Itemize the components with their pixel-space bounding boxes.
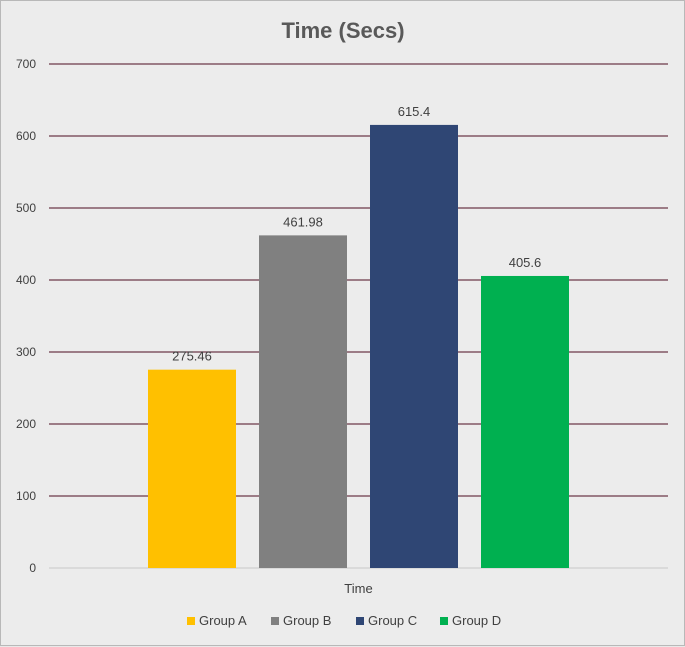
data-label: 275.46 xyxy=(172,349,212,364)
bar-group-b xyxy=(259,235,347,569)
legend-label: Group C xyxy=(368,613,417,628)
y-tick-label: 300 xyxy=(16,345,36,359)
legend-label: Group A xyxy=(199,613,247,628)
x-axis-categories: Time xyxy=(344,581,372,596)
data-label: 615.4 xyxy=(398,104,431,119)
data-label: 461.98 xyxy=(283,214,323,229)
y-tick-label: 200 xyxy=(16,417,36,431)
legend-swatch xyxy=(440,617,448,625)
legend-item-group-d: Group D xyxy=(440,613,501,628)
legend-item-group-c: Group C xyxy=(356,613,417,628)
legend-item-group-b: Group B xyxy=(271,613,331,628)
x-category-label: Time xyxy=(344,581,372,596)
y-tick-label: 100 xyxy=(16,489,36,503)
legend: Group A Group B Group C Group D xyxy=(187,613,501,628)
data-labels: 275.46 461.98 615.4 405.6 xyxy=(172,104,541,364)
data-label: 405.6 xyxy=(509,255,542,270)
legend-label: Group D xyxy=(452,613,501,628)
chart-title: Time (Secs) xyxy=(281,18,404,43)
legend-swatch xyxy=(187,617,195,625)
y-tick-label: 700 xyxy=(16,57,36,71)
gridlines xyxy=(49,63,668,569)
legend-label: Group B xyxy=(283,613,331,628)
y-tick-label: 600 xyxy=(16,129,36,143)
bar-group-a xyxy=(148,369,236,568)
legend-item-group-a: Group A xyxy=(187,613,247,628)
legend-swatch xyxy=(356,617,364,625)
y-tick-label: 0 xyxy=(29,561,36,575)
bar-group-d xyxy=(481,275,569,568)
y-tick-label: 400 xyxy=(16,273,36,287)
bar-group-c xyxy=(370,124,458,569)
legend-swatch xyxy=(271,617,279,625)
y-tick-label: 500 xyxy=(16,201,36,215)
bars xyxy=(148,124,569,569)
y-axis-tick-labels: 0 100 200 300 400 500 600 700 xyxy=(16,57,36,575)
